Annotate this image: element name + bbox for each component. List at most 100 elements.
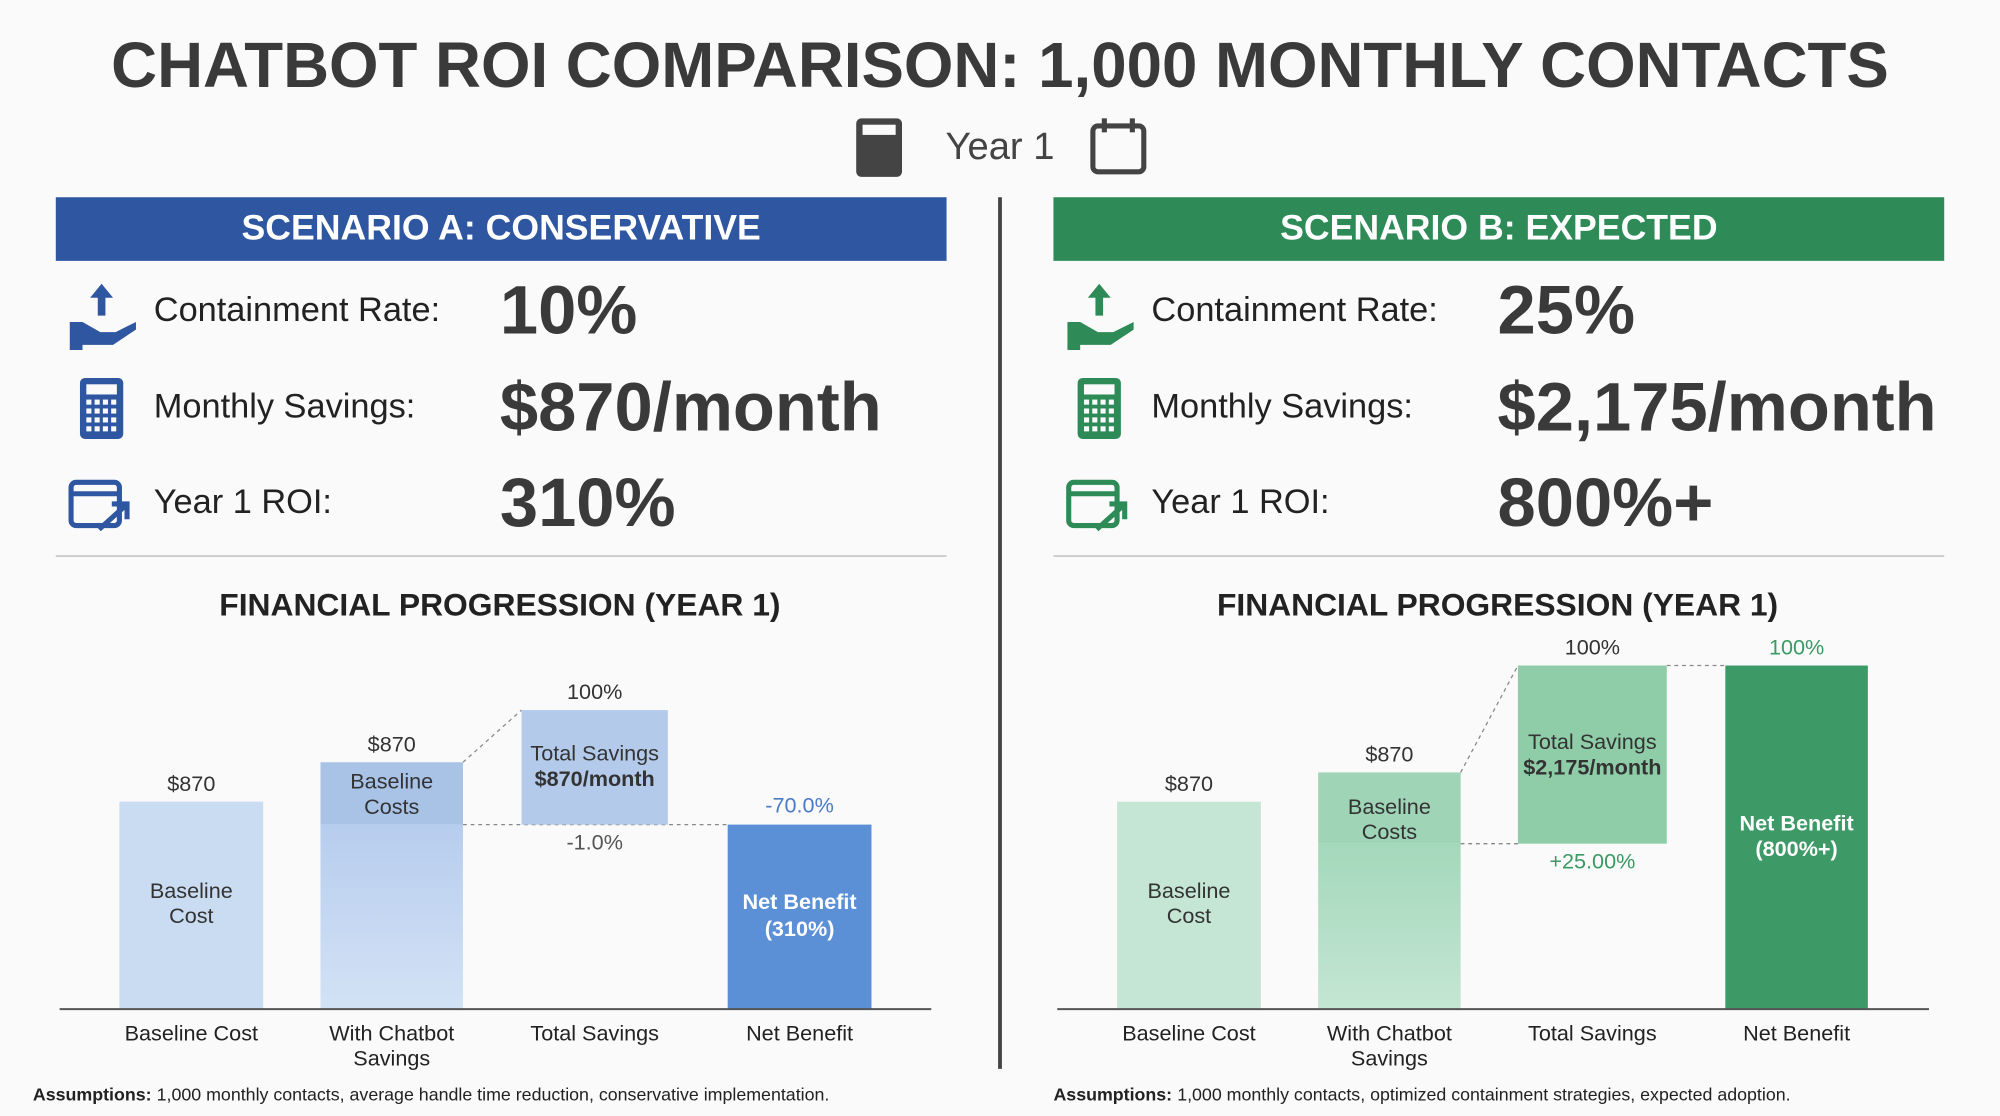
bar-inner-label: Baseline: [1348, 794, 1431, 819]
connector: [462, 709, 522, 763]
bar-inner-label: Cost: [1167, 903, 1211, 928]
icon-shape: [90, 283, 114, 316]
metric-value: 10%: [500, 272, 638, 349]
icon-shape: [102, 399, 108, 405]
icon-shape: [1100, 408, 1106, 414]
category-label: Baseline Cost: [1122, 1020, 1255, 1045]
bar-inner-label: Costs: [1362, 819, 1417, 844]
bar-top-label: 100%: [1769, 635, 1824, 660]
icon-shape: [94, 399, 100, 405]
page-subtitle: Year 1: [946, 125, 1055, 168]
metric-label: Year 1 ROI:: [1151, 483, 1329, 521]
metric-label: Monthly Savings:: [1151, 388, 1413, 426]
bar-top-label: 100%: [567, 679, 622, 704]
metric-label: Containment Rate:: [1151, 291, 1437, 329]
bar-inner-label: Total Savings: [1528, 729, 1657, 754]
bar: [1318, 772, 1461, 844]
bar-inner-label: Baseline: [150, 878, 233, 903]
icon-shape: [86, 399, 92, 405]
bar-inner-label: Cost: [169, 903, 213, 928]
icon-shape: [111, 417, 117, 423]
bar: [1318, 843, 1461, 1010]
icon-shape: [97, 501, 130, 532]
category-label: Net Benefit: [1743, 1020, 1850, 1045]
icon-shape: [94, 408, 100, 414]
icon-shape: [1108, 408, 1114, 414]
icon-shape: [1100, 417, 1106, 423]
icon-shape: [111, 408, 117, 414]
bar: [320, 824, 463, 1010]
scenario-header: [1053, 197, 1945, 261]
chart-title: FINANCIAL PROGRESSION (YEAR 1): [219, 586, 780, 622]
calculator-icon: [856, 118, 903, 177]
category-label: With Chatbot: [329, 1020, 454, 1045]
icon-shape: [94, 417, 100, 423]
containment-icon: [1067, 283, 1134, 350]
icon-shape: [111, 399, 117, 405]
calendar-icon: [1066, 479, 1128, 532]
bar-inner-label: $870/month: [535, 766, 655, 791]
category-label: Savings: [353, 1046, 430, 1071]
icon-shape: [86, 408, 92, 414]
category-label: Total Savings: [1528, 1020, 1657, 1045]
bar-inner-label: Net Benefit: [743, 889, 857, 914]
metric-label: Year 1 ROI:: [154, 483, 332, 521]
assumptions: Assumptions: 1,000 monthly contacts, opti…: [1053, 1084, 1790, 1104]
bar: [1117, 801, 1261, 1010]
bar: [119, 801, 264, 1010]
icon-shape: [111, 426, 117, 432]
connector: [1460, 665, 1519, 773]
icon-shape: [1083, 417, 1090, 423]
icon-shape: [1100, 426, 1106, 432]
icon-shape: [102, 417, 108, 423]
icon-shape: [1092, 417, 1098, 423]
assumptions-label: Assumptions:: [33, 1084, 152, 1104]
icon-shape: [1092, 426, 1098, 432]
bar-top-label: -70.0%: [765, 792, 834, 817]
metric-value: $2,175/month: [1498, 368, 1937, 445]
bar-top-label: $870: [368, 731, 416, 756]
metric-value: $870/month: [500, 368, 882, 445]
icon-shape: [102, 426, 108, 432]
icon-shape: [94, 426, 100, 432]
bar-top-label: 100%: [1565, 635, 1620, 660]
category-label: Savings: [1351, 1046, 1428, 1071]
icon-shape: [1083, 384, 1115, 395]
icon-shape: [102, 408, 108, 414]
containment-icon: [69, 283, 136, 350]
metric-label: Containment Rate:: [154, 291, 440, 329]
metric-label: Monthly Savings:: [154, 388, 416, 426]
icon-shape: [1083, 426, 1090, 432]
bar: [1725, 665, 1868, 1010]
bar-top-label: $870: [1365, 742, 1413, 767]
bar-inner-label: Net Benefit: [1740, 810, 1854, 835]
bar: [727, 824, 872, 1010]
category-label: Baseline Cost: [125, 1020, 258, 1045]
bar-inner-label: (310%): [765, 916, 835, 941]
category-label: Total Savings: [530, 1020, 659, 1045]
icon-shape: [1108, 399, 1114, 405]
bar-top-label: $870: [1165, 771, 1213, 796]
scenario-title: SCENARIO B: EXPECTED: [1280, 208, 1717, 248]
calculator-icon: [79, 377, 124, 440]
scenario-title: SCENARIO A: CONSERVATIVE: [242, 208, 761, 248]
bar: [1517, 665, 1667, 844]
category-label: Net Benefit: [746, 1020, 853, 1045]
bar-below-label: +25.00%: [1549, 848, 1635, 873]
bar-inner-label: Baseline: [1147, 878, 1230, 903]
icon-shape: [1095, 501, 1128, 532]
assumptions: Assumptions: 1,000 monthly contacts, aver…: [33, 1084, 829, 1104]
calculator-icon: [1077, 377, 1121, 440]
bar-inner-label: $2,175/month: [1523, 754, 1661, 779]
scenario-header: [55, 197, 947, 261]
metric-value: 310%: [500, 464, 676, 541]
assumptions-label: Assumptions:: [1053, 1084, 1172, 1104]
chart-title: FINANCIAL PROGRESSION (YEAR 1): [1217, 586, 1778, 622]
icon-shape: [86, 417, 92, 423]
icon-shape: [1100, 399, 1106, 405]
icon-shape: [69, 321, 136, 350]
calendar-icon: [1090, 118, 1147, 175]
icon-shape: [1108, 417, 1114, 423]
bar-inner-label: Total Savings: [530, 740, 659, 765]
